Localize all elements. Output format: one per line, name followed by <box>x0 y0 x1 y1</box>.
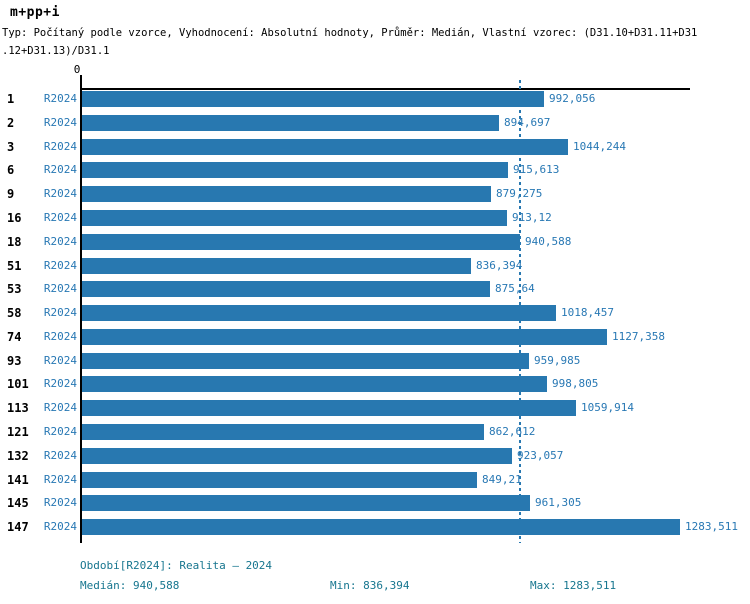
row-number-label: 132 <box>7 449 29 463</box>
value-bar <box>82 139 568 155</box>
bar-value-label: 923,057 <box>517 449 564 462</box>
value-bar <box>82 448 512 464</box>
row-number-label: 18 <box>7 235 22 249</box>
chart-settings-line-2: .12+D31.13)/D31.1 <box>2 45 110 57</box>
series-period-label: R2024 <box>43 187 77 200</box>
series-period-label: R2024 <box>43 449 77 462</box>
value-bar <box>82 281 490 297</box>
bar-value-label: 998,805 <box>552 377 599 390</box>
value-bar <box>82 210 507 226</box>
value-bar <box>82 400 576 416</box>
bar-value-label: 1018,457 <box>561 306 614 319</box>
series-period-label: R2024 <box>43 140 77 153</box>
row-number-label: 141 <box>7 473 29 487</box>
value-bar <box>82 186 491 202</box>
series-period-label: R2024 <box>43 354 77 367</box>
row-number-label: 1 <box>7 92 15 106</box>
bar-value-label: 875,64 <box>495 282 535 295</box>
bar-value-label: 862,612 <box>489 425 536 438</box>
bar-value-label: 849,21 <box>482 473 522 486</box>
series-period-label: R2024 <box>43 211 77 224</box>
x-axis-zero-tick-label: 0 <box>73 63 81 76</box>
x-axis-line <box>80 88 690 90</box>
row-number-label: 113 <box>7 401 29 415</box>
value-bar <box>82 258 471 274</box>
series-period-label: R2024 <box>43 235 77 248</box>
median-summary-label: Medián: 940,588 <box>80 579 180 592</box>
row-number-label: 101 <box>7 377 29 391</box>
value-bar <box>82 162 508 178</box>
row-number-label: 53 <box>7 282 22 296</box>
series-period-label: R2024 <box>43 425 77 438</box>
value-bar <box>82 234 520 250</box>
value-bar <box>82 353 529 369</box>
row-number-label: 9 <box>7 187 15 201</box>
series-period-label: R2024 <box>43 116 77 129</box>
row-number-label: 51 <box>7 259 22 273</box>
row-number-label: 58 <box>7 306 22 320</box>
value-bar <box>82 495 530 511</box>
value-bar <box>82 519 680 535</box>
series-period-label: R2024 <box>43 496 77 509</box>
chart-settings-line-1: Typ: Počítaný podle vzorce, Vyhodnocení:… <box>2 27 698 39</box>
series-period-label: R2024 <box>43 92 77 105</box>
row-number-label: 147 <box>7 520 29 534</box>
row-number-label: 93 <box>7 354 22 368</box>
row-number-label: 2 <box>7 116 15 130</box>
series-period-label: R2024 <box>43 473 77 486</box>
bar-value-label: 836,394 <box>476 259 523 272</box>
value-bar <box>82 424 484 440</box>
bar-value-label: 992,056 <box>549 92 596 105</box>
series-period-label: R2024 <box>43 520 77 533</box>
series-period-label: R2024 <box>43 163 77 176</box>
bar-value-label: 1059,914 <box>581 401 634 414</box>
bar-value-label: 1044,244 <box>573 140 626 153</box>
row-number-label: 145 <box>7 496 29 510</box>
series-period-label: R2024 <box>43 401 77 414</box>
row-number-label: 16 <box>7 211 22 225</box>
bar-value-label: 1283,511 <box>685 520 738 533</box>
bar-value-label: 894,697 <box>504 116 551 129</box>
bar-value-label: 879,275 <box>496 187 543 200</box>
min-summary-label: Min: 836,394 <box>330 579 410 592</box>
bar-value-label: 915,613 <box>513 163 560 176</box>
series-period-label: R2024 <box>43 306 77 319</box>
period-label: Období[R2024]: Realita – 2024 <box>80 559 273 572</box>
bar-value-label: 913,12 <box>512 211 552 224</box>
row-number-label: 121 <box>7 425 29 439</box>
value-bar <box>82 329 607 345</box>
bar-value-label: 1127,358 <box>612 330 665 343</box>
y-axis-line <box>80 75 82 543</box>
value-bar <box>82 115 499 131</box>
row-number-label: 3 <box>7 140 15 154</box>
value-bar <box>82 305 556 321</box>
series-period-label: R2024 <box>43 282 77 295</box>
value-bar <box>82 376 547 392</box>
bar-value-label: 961,305 <box>535 496 582 509</box>
value-bar <box>82 472 477 488</box>
series-period-label: R2024 <box>43 259 77 272</box>
max-summary-label: Max: 1283,511 <box>530 579 617 592</box>
row-number-label: 6 <box>7 163 15 177</box>
page-title: m+pp+i <box>10 5 60 20</box>
bar-value-label: 940,588 <box>525 235 572 248</box>
series-period-label: R2024 <box>43 330 77 343</box>
series-period-label: R2024 <box>43 377 77 390</box>
value-bar <box>82 91 544 107</box>
row-number-label: 74 <box>7 330 22 344</box>
bar-value-label: 959,985 <box>534 354 581 367</box>
